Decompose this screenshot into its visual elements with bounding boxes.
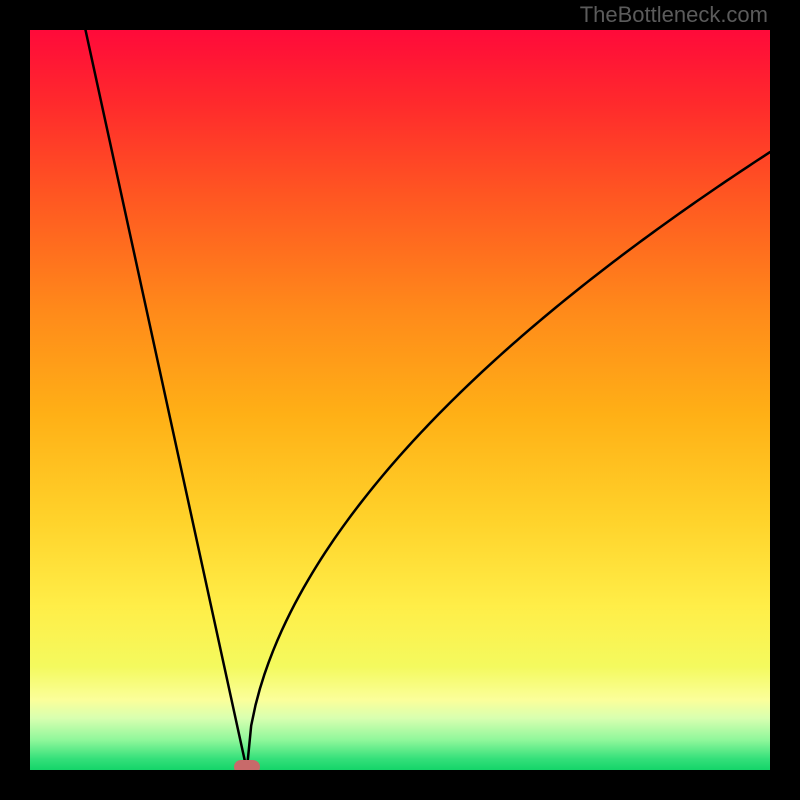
optimum-marker xyxy=(234,760,260,771)
watermark-text: TheBottleneck.com xyxy=(580,2,768,28)
bottleneck-curve xyxy=(30,30,770,770)
plot-frame xyxy=(8,26,792,792)
plot-area xyxy=(30,30,770,770)
curve-path xyxy=(86,30,771,770)
